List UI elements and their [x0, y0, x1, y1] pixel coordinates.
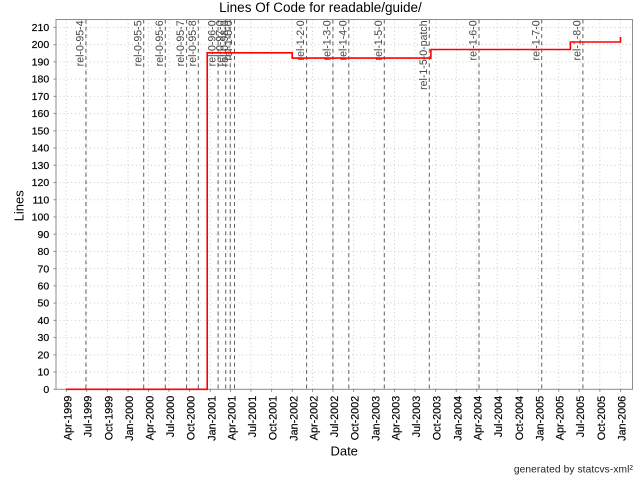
svg-text:80: 80 [38, 246, 50, 258]
svg-text:110: 110 [32, 194, 49, 206]
svg-text:Apr-2005: Apr-2005 [555, 396, 567, 440]
svg-text:Apr-2000: Apr-2000 [144, 396, 156, 440]
svg-text:50: 50 [38, 298, 50, 310]
svg-text:rel-0-95-7: rel-0-95-7 [175, 20, 187, 66]
svg-text:rel-0-95-8: rel-0-95-8 [187, 20, 199, 66]
svg-text:Apr-2004: Apr-2004 [473, 396, 485, 440]
svg-text:rel-1-7-0: rel-1-7-0 [530, 20, 542, 60]
svg-text:130: 130 [32, 160, 50, 172]
svg-text:Apr-2003: Apr-2003 [390, 396, 402, 440]
svg-text:Jul-2000: Jul-2000 [165, 396, 177, 437]
svg-text:Jan-2004: Jan-2004 [452, 396, 464, 441]
svg-text:Oct-1999: Oct-1999 [103, 396, 115, 440]
svg-text:120: 120 [32, 177, 50, 189]
svg-text:Jan-2006: Jan-2006 [617, 396, 629, 441]
svg-text:rel-1-2-0: rel-1-2-0 [295, 20, 307, 60]
svg-text:190: 190 [32, 56, 50, 68]
svg-text:Date: Date [330, 444, 357, 459]
svg-text:170: 170 [32, 91, 50, 103]
svg-text:Jan-2003: Jan-2003 [370, 396, 382, 441]
svg-text:Jul-2003: Jul-2003 [411, 396, 423, 437]
svg-text:Oct-2001: Oct-2001 [268, 396, 280, 440]
svg-text:Jul-2004: Jul-2004 [493, 396, 505, 437]
svg-text:60: 60 [38, 281, 50, 293]
svg-text:rel-1-6-0: rel-1-6-0 [468, 20, 480, 60]
svg-text:Jul-2001: Jul-2001 [247, 396, 259, 437]
svg-text:rel-1-0-0: rel-1-0-0 [223, 20, 235, 60]
svg-text:180: 180 [32, 74, 50, 86]
svg-text:20: 20 [38, 349, 50, 361]
svg-text:Oct-2002: Oct-2002 [350, 396, 362, 440]
svg-text:70: 70 [38, 263, 50, 275]
svg-text:40: 40 [38, 315, 50, 327]
svg-text:30: 30 [38, 332, 50, 344]
svg-text:10: 10 [38, 367, 50, 379]
svg-text:rel-0-95-4: rel-0-95-4 [75, 20, 87, 66]
svg-text:Oct-2003: Oct-2003 [432, 396, 444, 440]
svg-text:Apr-2001: Apr-2001 [226, 396, 238, 440]
svg-text:210: 210 [32, 22, 50, 34]
svg-text:generated by statcvs-xml²: generated by statcvs-xml² [514, 465, 634, 476]
svg-text:rel-1-4-0: rel-1-4-0 [337, 20, 349, 60]
svg-text:rel-0-96-0: rel-0-96-0 [207, 20, 219, 66]
svg-text:Oct-2000: Oct-2000 [186, 396, 198, 440]
svg-text:140: 140 [32, 143, 50, 155]
svg-text:rel-1-5-0-patch: rel-1-5-0-patch [418, 20, 430, 90]
svg-text:Lines: Lines [12, 190, 27, 222]
svg-text:160: 160 [32, 108, 50, 120]
svg-text:150: 150 [32, 125, 50, 137]
svg-text:Jan-2000: Jan-2000 [124, 396, 136, 441]
svg-text:Lines Of Code for readable/gui: Lines Of Code for readable/guide/ [219, 0, 422, 15]
svg-text:Jan-2001: Jan-2001 [206, 396, 218, 441]
svg-text:Jul-2002: Jul-2002 [329, 396, 341, 437]
svg-text:rel-0-97-0: rel-0-97-0 [214, 20, 226, 66]
svg-text:90: 90 [38, 229, 50, 241]
svg-text:rel-1-8-0: rel-1-8-0 [572, 20, 584, 60]
svg-text:rel-1-3-0: rel-1-3-0 [322, 20, 334, 60]
svg-text:Apr-1999: Apr-1999 [62, 396, 74, 440]
svg-text:Apr-2002: Apr-2002 [308, 396, 320, 440]
svg-text:rel-0-98-0: rel-0-98-0 [219, 20, 231, 66]
svg-text:Jul-2005: Jul-2005 [575, 396, 587, 437]
svg-text:0: 0 [43, 384, 49, 396]
svg-text:Jul-1999: Jul-1999 [83, 396, 95, 437]
svg-text:rel-0-95-5: rel-0-95-5 [132, 20, 144, 66]
svg-text:Jan-2002: Jan-2002 [288, 396, 300, 441]
svg-text:200: 200 [32, 39, 50, 51]
svg-text:Jan-2005: Jan-2005 [535, 396, 547, 441]
svg-text:rel-1-5-0: rel-1-5-0 [373, 20, 385, 60]
svg-text:100: 100 [32, 212, 50, 224]
svg-text:Oct-2004: Oct-2004 [514, 396, 526, 440]
svg-text:Oct-2005: Oct-2005 [596, 396, 608, 440]
svg-text:rel-0-95-6: rel-0-95-6 [154, 20, 166, 66]
